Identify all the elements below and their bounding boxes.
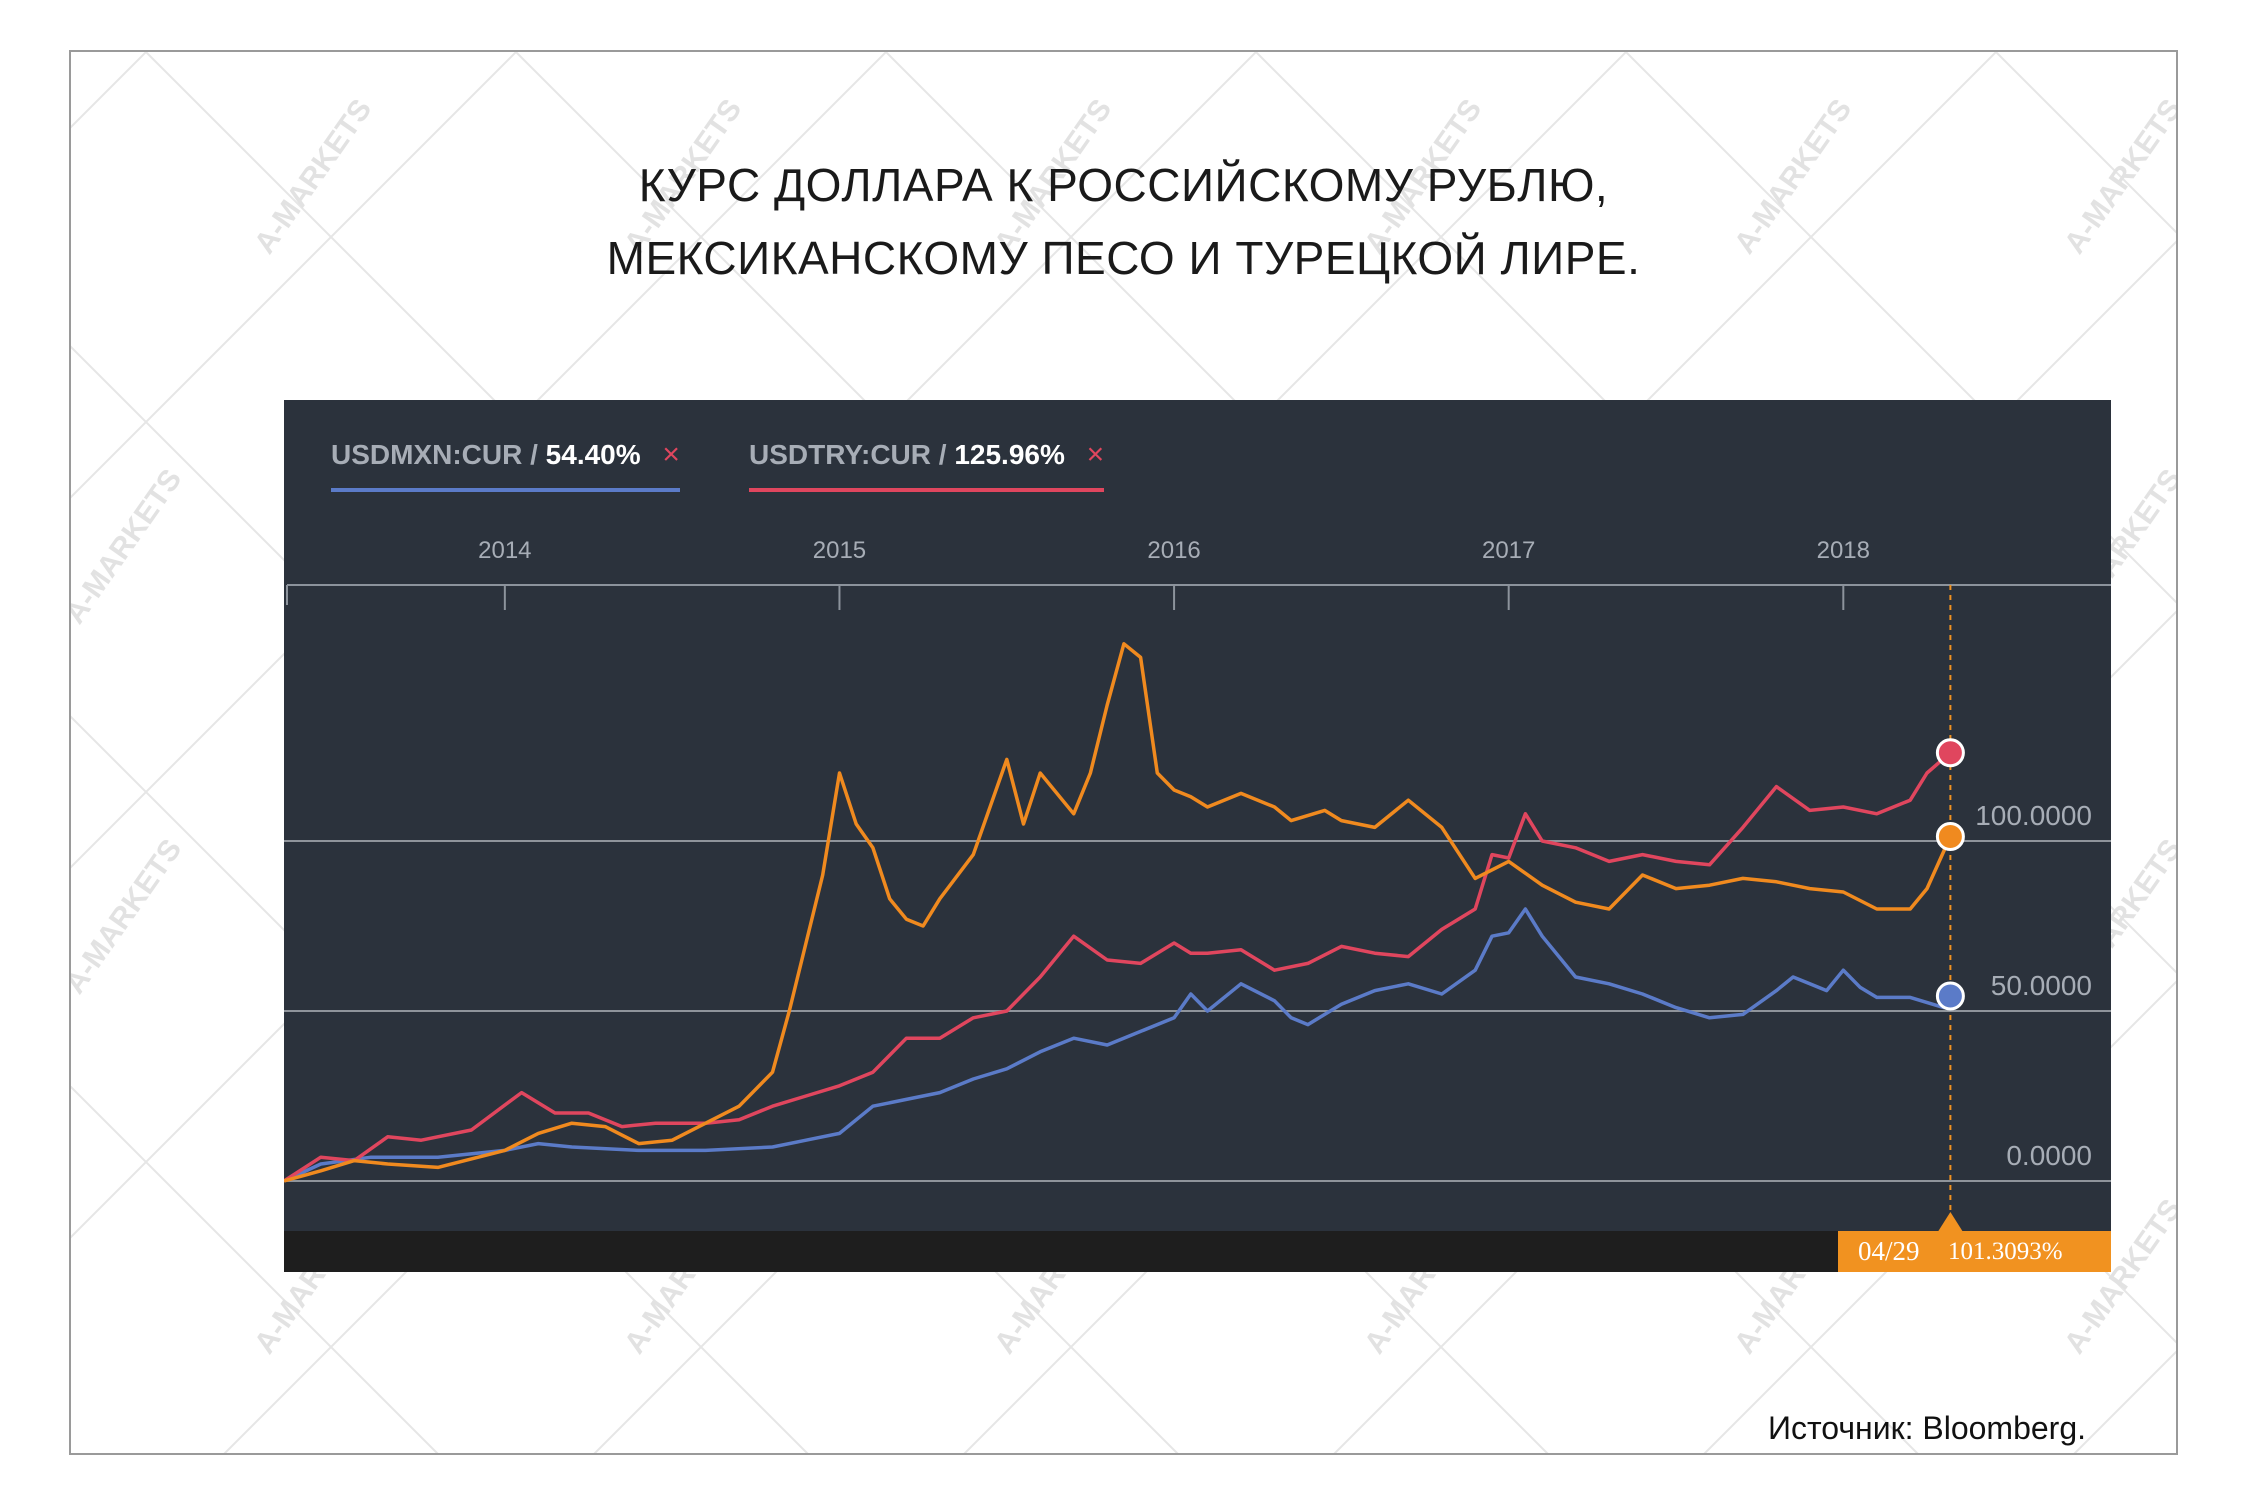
series-end-marker	[1935, 738, 1965, 768]
y-tick-label: 0.0000	[2006, 1140, 2092, 1171]
legend-item-usdmxn[interactable]: USDMXN:CUR / 54.40% ×	[331, 438, 680, 492]
legend-value: 54.40%	[545, 439, 641, 470]
x-tick-label: 2018	[1817, 537, 1870, 564]
series-end-marker	[1935, 822, 1965, 852]
legend-item-usdtry[interactable]: USDTRY:CUR / 125.96% ×	[749, 438, 1105, 492]
chart-footer-bar	[284, 1231, 2111, 1272]
chart-title-line-1: КУРС ДОЛЛАРА К РОССИЙСКОМУ РУБЛЮ,	[638, 159, 1609, 211]
pattern-line	[71, 52, 517, 499]
series-line-usdrubcur	[284, 642, 1952, 1183]
x-tick-label: 2015	[813, 537, 866, 564]
line-chart: 2014 2015 2016 2017 2018 0.0000 50.0000 100.000…	[284, 537, 2111, 1231]
remove-series-icon[interactable]: ×	[1086, 438, 1105, 471]
series-line-usdtrycur	[284, 751, 1952, 1183]
y-tick-label: 100.0000	[1975, 800, 2092, 831]
infographic-frame: A-MARKETS A-MARKETS A-MARKETS A-MARKETS A-MA…	[69, 50, 2178, 1455]
pattern-line	[1625, 52, 2176, 604]
watermark-logo: A-MARKETS	[71, 833, 188, 999]
legend-ticker: USDMXN:CUR /	[331, 439, 538, 470]
legend-value: 125.96%	[954, 439, 1065, 470]
cursor-value: 101.3093%	[1948, 1238, 2063, 1265]
source-note: Источник: Bloomberg.	[1767, 1410, 2086, 1446]
x-tick-label: 2016	[1147, 537, 1200, 564]
cursor-readout: 04/29 101.3093%	[1838, 1231, 2111, 1272]
pattern-line	[71, 1085, 439, 1453]
series-line-usdmxncur	[284, 907, 1952, 1183]
y-tick-label: 50.0000	[1991, 970, 2092, 1001]
pattern-line	[71, 52, 887, 869]
watermark-logo: A-MARKETS	[71, 463, 188, 629]
chart-title-line-2: МЕКСИКАНСКОМУ ПЕСО И ТУРЕЦКОЙ ЛИРЕ.	[606, 232, 1641, 284]
cursor-marker	[1938, 1212, 1963, 1231]
x-tick-label: 2017	[1482, 537, 1535, 564]
x-tick-label: 2014	[478, 537, 531, 564]
remove-series-icon[interactable]: ×	[662, 438, 680, 471]
legend-ticker: USDTRY:CUR /	[749, 439, 947, 470]
series-end-marker	[1935, 981, 1965, 1011]
cursor-date: 04/29	[1858, 1236, 1920, 1266]
chart-panel: 2014 2015 2016 2017 2018 0.0000 50.0000 100.000…	[284, 400, 2111, 1272]
